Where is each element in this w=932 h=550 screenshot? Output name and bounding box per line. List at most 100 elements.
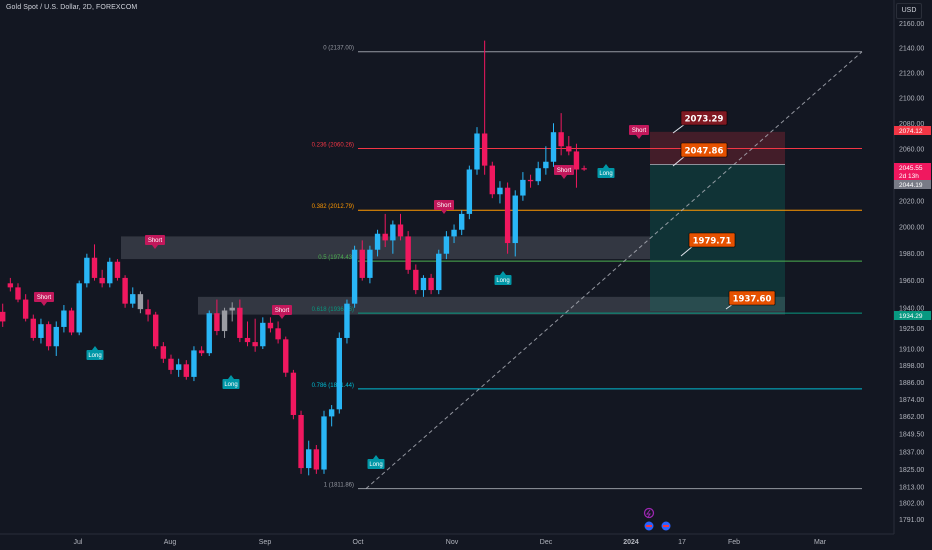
currency-button[interactable]: USD: [896, 3, 922, 19]
annotation-leader: [672, 155, 686, 167]
candle-body: [504, 187, 511, 244]
candle-body: [573, 151, 580, 170]
candle-body: [428, 277, 434, 291]
price-axis-label: 1898.00: [899, 363, 924, 370]
signal-label: Long: [369, 462, 382, 468]
candle-body: [558, 132, 564, 147]
price-axis-label: 1960.00: [899, 278, 924, 285]
candle-body: [566, 146, 572, 152]
candle-body: [459, 213, 465, 230]
time-axis-label: Aug: [164, 539, 177, 546]
price-axis-label: 1825.00: [899, 467, 924, 474]
price-axis-label: 1813.00: [899, 485, 924, 492]
candle-body: [359, 249, 365, 278]
candle-body: [527, 179, 534, 182]
price-axis-label: 1886.00: [899, 380, 924, 387]
price-axis-label: 1925.00: [899, 326, 924, 333]
time-axis-label: Jul: [74, 539, 83, 546]
signal-box: [629, 125, 649, 135]
time-axis-label: Sep: [259, 539, 272, 546]
candle-body: [405, 236, 411, 270]
candle-body: [137, 294, 144, 310]
candle-body: [160, 346, 167, 359]
price-tag-value: 2074.12: [899, 128, 923, 135]
signal-arrow: [603, 164, 609, 168]
signal-arrow: [152, 245, 158, 249]
candle-body: [175, 364, 182, 370]
signal-arrow: [41, 302, 47, 306]
price-tag-value: 2045.55: [899, 165, 923, 172]
signal-box: [222, 379, 240, 389]
candle-body: [68, 310, 75, 333]
annotation-leader: [680, 245, 694, 257]
price-axis-label: 2100.00: [899, 95, 924, 102]
candle-body: [76, 283, 82, 333]
candle-body: [53, 326, 59, 347]
annotation-value: 1979.71: [693, 236, 732, 246]
candle-body: [99, 277, 105, 284]
signal-label: Long: [496, 278, 509, 284]
time-axis-label: Mar: [814, 539, 827, 546]
candle-body: [15, 287, 21, 300]
candle-body: [84, 257, 90, 284]
price-axis-label: 1862.00: [899, 414, 924, 421]
candle-body: [252, 342, 258, 347]
annotation-box: [728, 290, 776, 306]
candle-body: [183, 364, 189, 377]
candle-body: [382, 233, 388, 241]
lightning-bolt: [646, 509, 651, 518]
fib-level-label: 0.5 (1974.43): [318, 255, 354, 261]
candle-body: [0, 311, 6, 322]
signal-arrow: [561, 175, 567, 179]
price-axis-label: 2060.00: [899, 146, 924, 153]
candle-body: [581, 168, 587, 170]
time-axis-label: 2024: [623, 539, 639, 546]
signal-box: [34, 292, 54, 302]
candle-body: [214, 313, 220, 332]
candle-body: [351, 249, 358, 304]
price-tag: [894, 163, 931, 172]
candle-body: [481, 133, 488, 166]
candle-body: [61, 310, 67, 327]
candle-body: [122, 277, 128, 304]
candle-body: [298, 414, 304, 469]
annotation-value: 1937.60: [733, 294, 772, 304]
annotation-box: [680, 110, 728, 126]
time-axis-label: Oct: [353, 539, 364, 546]
signal-box: [145, 235, 165, 245]
candle-body: [535, 168, 541, 182]
chart-title: Gold Spot / U.S. Dollar, 2D, FOREXCOM: [6, 4, 138, 11]
candle-body: [114, 261, 121, 278]
signal-label: Short: [148, 238, 163, 244]
candle-body: [168, 358, 174, 370]
price-tag: [894, 171, 931, 180]
candle-body: [221, 310, 228, 332]
annotation-leader: [672, 123, 686, 134]
time-axis-label: Feb: [728, 539, 740, 546]
signal-box: [272, 305, 292, 315]
signal-label: Short: [632, 128, 647, 134]
candle-body: [107, 261, 113, 284]
signal-arrow: [279, 315, 285, 319]
candle-body: [290, 372, 297, 415]
price-axis-label: 1910.00: [899, 347, 924, 354]
fib-level-label: 0.382 (2012.79): [312, 204, 354, 210]
signal-label: Short: [557, 168, 572, 174]
signal-box: [86, 350, 104, 360]
price-axis-label: 2000.00: [899, 225, 924, 232]
signal-arrow: [228, 375, 234, 379]
fib-level-label: 0 (2137.00): [323, 46, 354, 52]
price-tag-value: 2d 13h: [899, 173, 919, 180]
candle-body: [38, 324, 44, 338]
candle-body: [306, 449, 312, 469]
candle-body: [451, 229, 457, 237]
annotation-box: [680, 142, 728, 158]
price-axis-label: 1837.00: [899, 450, 924, 457]
candle-body: [7, 283, 14, 288]
fib-level-label: 0.618 (1936.06): [312, 307, 354, 313]
price-axis-label: 2020.00: [899, 198, 924, 205]
price-axis-label: 2120.00: [899, 70, 924, 77]
flag-stripe: [663, 525, 669, 527]
candle-body: [260, 322, 266, 347]
